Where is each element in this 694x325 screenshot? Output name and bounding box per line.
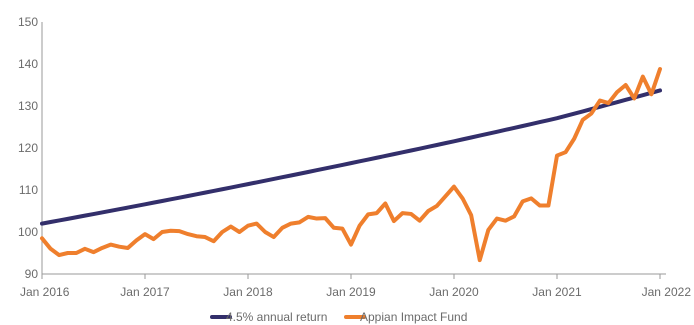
y-tick-label: 110 xyxy=(19,183,38,197)
x-tick-label: Jan 2018 xyxy=(223,285,273,299)
x-tick-label: Jan 2022 xyxy=(642,285,692,299)
y-tick-label: 130 xyxy=(18,99,38,113)
x-tick-label: Jan 2021 xyxy=(532,285,582,299)
legend-label: 4.5% annual return xyxy=(226,310,327,324)
x-tick-label: Jan 2019 xyxy=(326,285,376,299)
x-tick-label: Jan 2020 xyxy=(429,285,479,299)
plot-lines xyxy=(40,67,662,263)
legend: 4.5% annual return Appian Impact Fund xyxy=(210,310,467,324)
y-tick-label: 150 xyxy=(18,15,38,29)
y-tick-label: 140 xyxy=(18,57,38,71)
legend-label: Appian Impact Fund xyxy=(360,310,467,324)
series-line-benchmark xyxy=(40,88,662,226)
series-line-fund xyxy=(40,67,662,263)
x-tick-label: Jan 2017 xyxy=(120,285,170,299)
y-axis: 90 100 110 120 130 140 150 xyxy=(18,15,43,281)
y-tick-label: 120 xyxy=(18,141,38,155)
y-tick-label: 100 xyxy=(18,225,38,239)
x-tick-label: Jan 2016 xyxy=(20,285,70,299)
x-axis: Jan 2016 Jan 2017 Jan 2018 Jan 2019 Jan 2020… xyxy=(20,273,692,299)
y-tick-label: 90 xyxy=(25,267,39,281)
